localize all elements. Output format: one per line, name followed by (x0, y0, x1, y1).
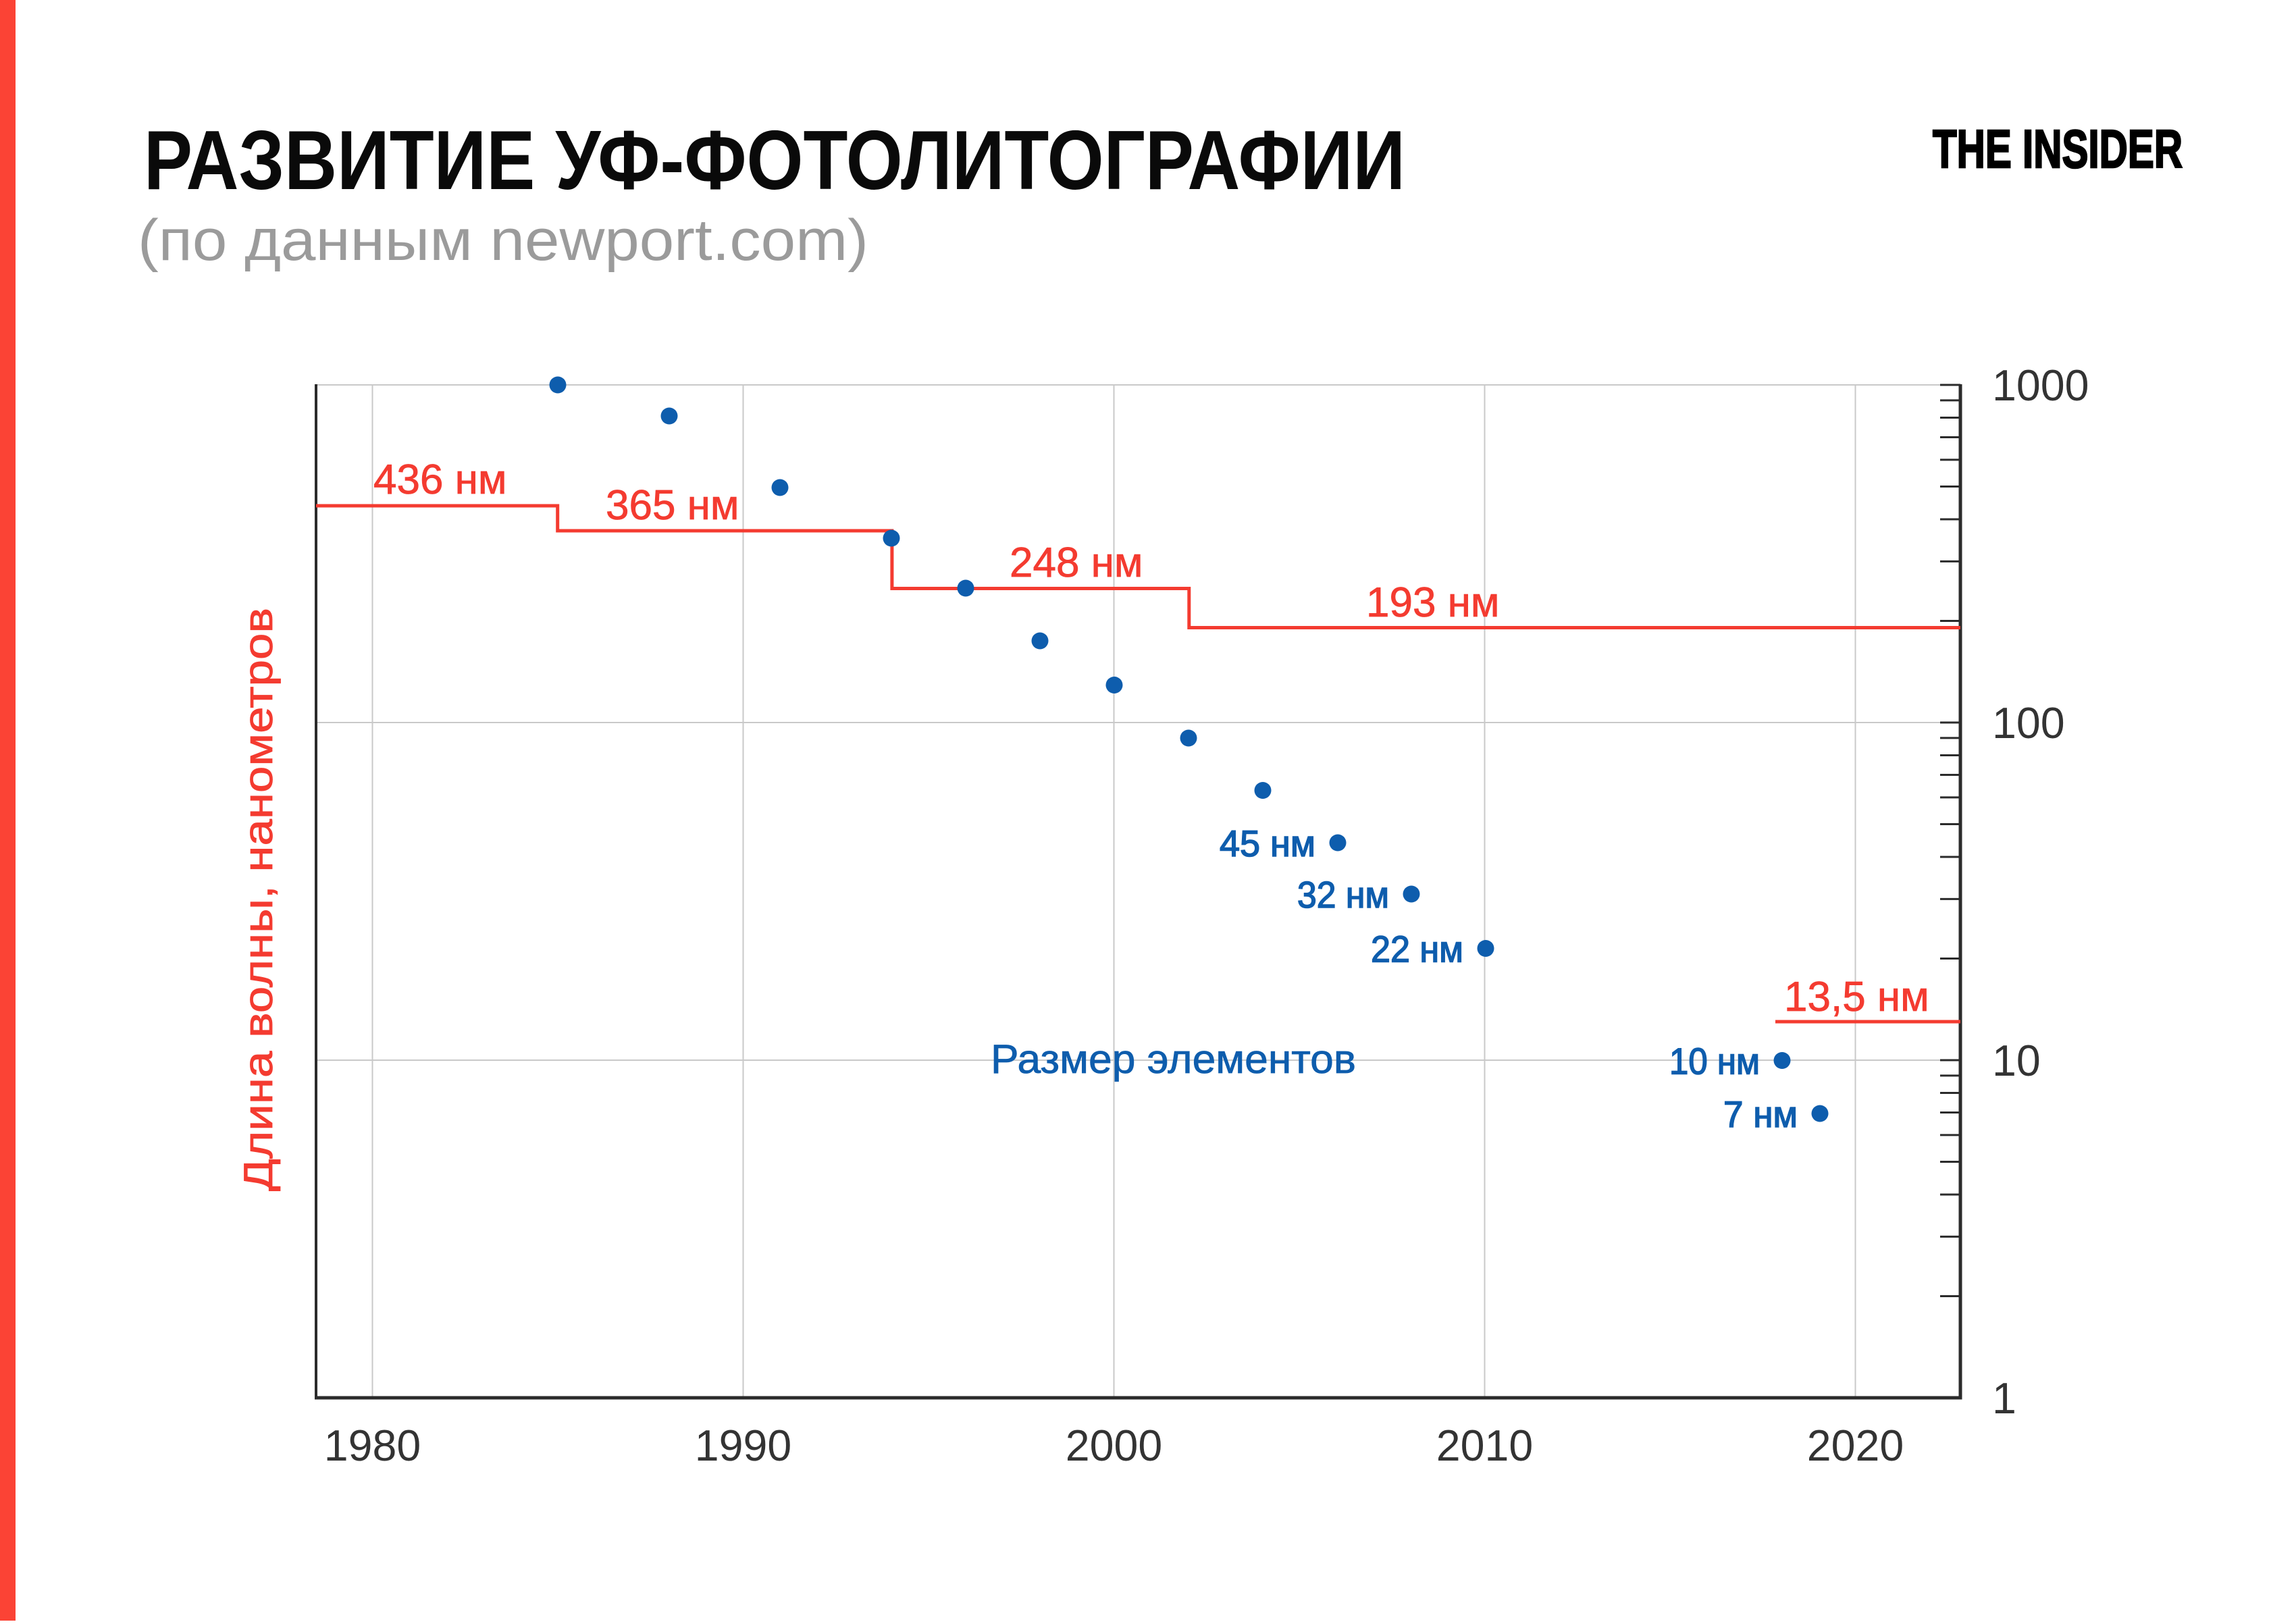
svg-text:248 нм: 248 нм (1010, 540, 1143, 586)
svg-text:Размер элементов: Размер элементов (991, 1037, 1356, 1082)
svg-text:10: 10 (1992, 1037, 2041, 1085)
svg-text:1990: 1990 (695, 1421, 792, 1470)
svg-text:436 нм: 436 нм (373, 456, 507, 503)
svg-text:(по данным newport.com): (по данным newport.com) (138, 208, 868, 273)
svg-text:13,5 нм: 13,5 нм (1784, 974, 1929, 1020)
svg-text:РАЗВИТИЕ УФ-ФОТОЛИТОГРАФИИ: РАЗВИТИЕ УФ-ФОТОЛИТОГРАФИИ (144, 114, 1405, 207)
svg-text:10 нм: 10 нм (1669, 1041, 1760, 1082)
svg-text:2010: 2010 (1436, 1421, 1534, 1470)
svg-text:100: 100 (1992, 699, 2065, 748)
svg-text:1: 1 (1992, 1374, 2016, 1423)
svg-text:193 нм: 193 нм (1366, 579, 1500, 626)
svg-text:32 нм: 32 нм (1297, 874, 1389, 916)
svg-text:THE INSIDER: THE INSIDER (1933, 119, 2183, 179)
svg-text:1980: 1980 (324, 1421, 421, 1470)
svg-text:22 нм: 22 нм (1371, 928, 1463, 970)
svg-text:2020: 2020 (1807, 1421, 1904, 1470)
svg-text:2000: 2000 (1066, 1421, 1163, 1470)
svg-text:45 нм: 45 нм (1220, 822, 1315, 864)
svg-text:365 нм: 365 нм (606, 482, 739, 529)
svg-text:Длина волны, нанометров: Длина волны, нанометров (236, 608, 281, 1191)
svg-text:7 нм: 7 нм (1723, 1093, 1798, 1135)
svg-text:1000: 1000 (1992, 361, 2089, 410)
